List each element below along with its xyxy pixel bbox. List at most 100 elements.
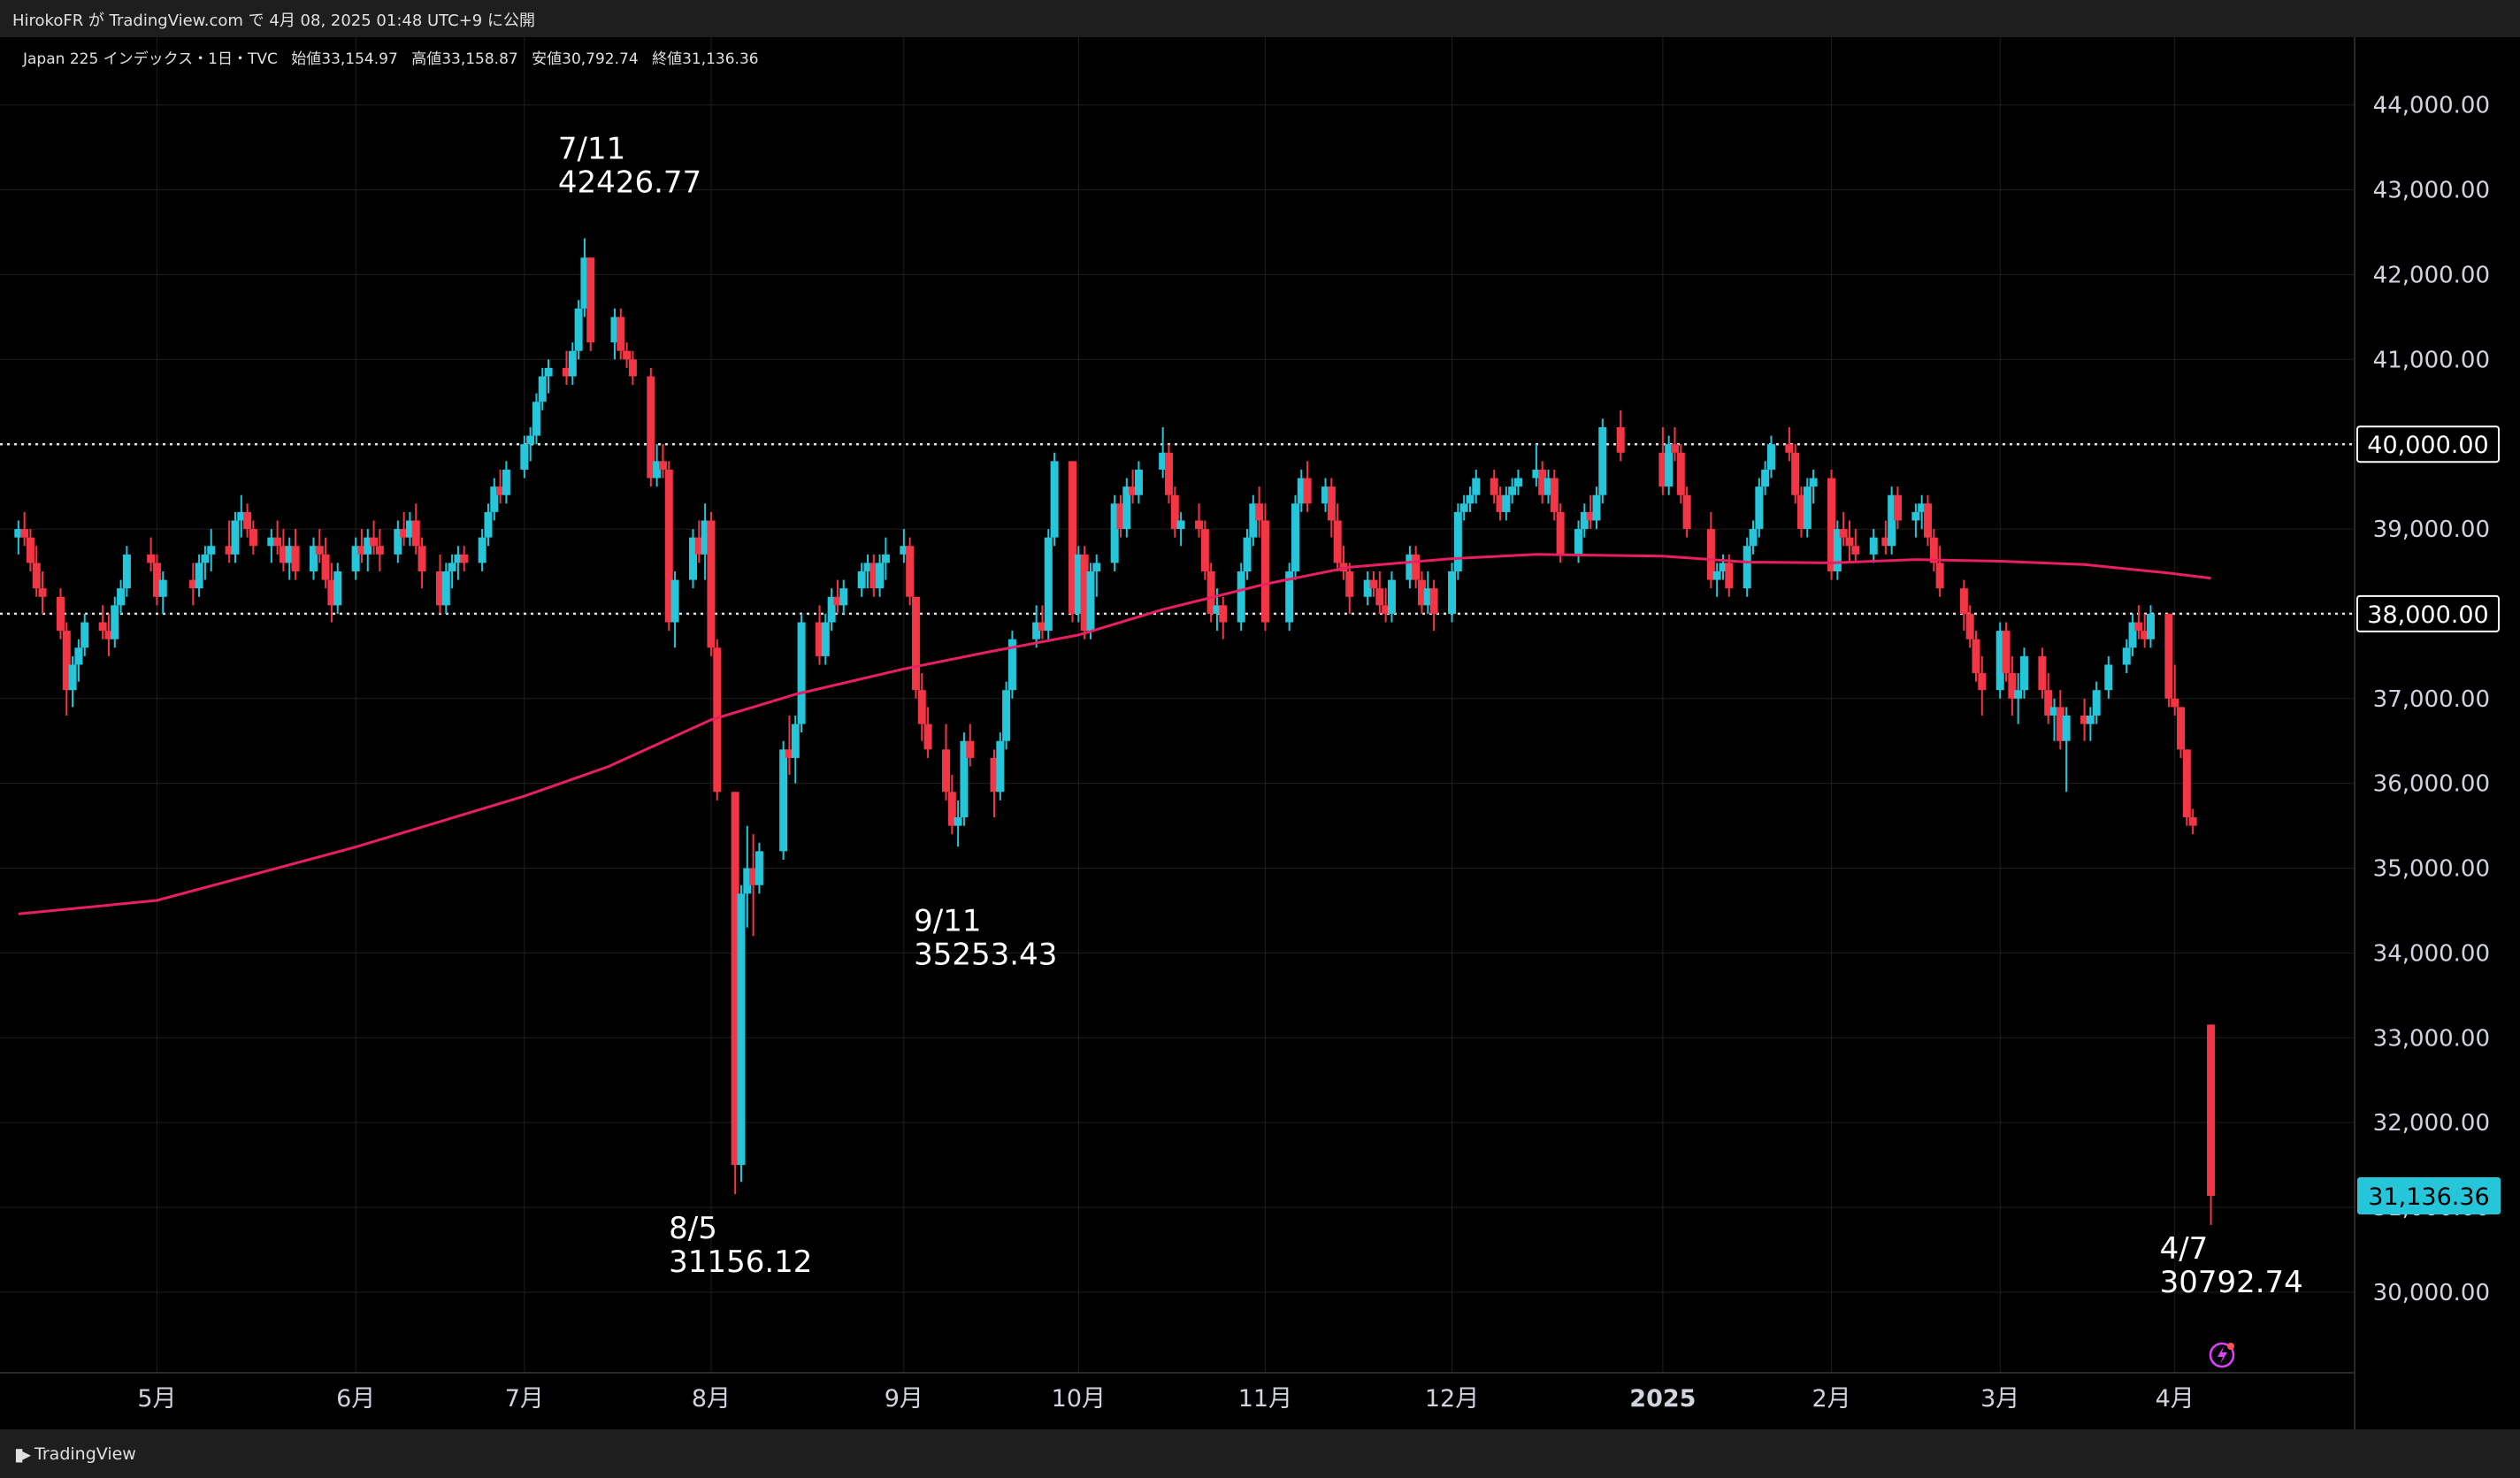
candle-body [1466, 494, 1474, 504]
candle-body [1671, 444, 1679, 453]
candle [2177, 707, 2186, 758]
candle-body [243, 511, 252, 530]
candle [2008, 655, 2017, 716]
candle [1719, 554, 1727, 580]
candle-body [610, 317, 619, 343]
candle-body [966, 740, 975, 758]
candle [1466, 486, 1474, 512]
candle [1116, 494, 1125, 538]
candle [1797, 486, 1806, 538]
candle [1472, 469, 1481, 504]
candle-body [827, 596, 836, 623]
candle-body [658, 461, 667, 470]
candle-body [267, 537, 276, 547]
candle [158, 571, 167, 614]
time-tick-label: 6月 [336, 1385, 375, 1413]
bottom-bar: ▮▸ TradingView [0, 1429, 2520, 1478]
candle [1580, 503, 1589, 538]
candle [520, 435, 529, 479]
candle [1935, 546, 1944, 597]
candle-body [1978, 673, 1987, 691]
candle-body [617, 317, 625, 351]
time-axis[interactable]: 5月 6月 7月 8月 9月 10月 11月 12月 2025 2月 3月 4月 [137, 1385, 2194, 1413]
price-labels: 40,000.00 38,000.00 31,136.36 [2356, 425, 2501, 1214]
candle-body [2188, 817, 2197, 826]
candle [2188, 808, 2197, 835]
price-axis[interactable]: 30,000.0031,000.0032,000.0033,000.0034,0… [2373, 93, 2490, 1306]
candle-body [357, 546, 366, 555]
candle-body [2038, 655, 2047, 691]
candle [1761, 461, 1770, 495]
candle [1387, 571, 1396, 623]
time-tick-label: 4月 [2156, 1385, 2194, 1413]
grid [0, 37, 2355, 1373]
candle [38, 571, 47, 614]
candle-body [1869, 537, 1878, 555]
candle [1321, 478, 1330, 512]
candle [917, 673, 926, 741]
candle [1827, 469, 1836, 580]
candle-body [201, 554, 210, 563]
candle-body [1706, 529, 1715, 580]
candle [1170, 486, 1179, 538]
candle [1543, 469, 1552, 504]
candle-body [1429, 588, 1438, 614]
candle-body [857, 571, 866, 589]
tradingview-logo[interactable]: ▮▸ TradingView [14, 1444, 136, 1465]
candle-body [670, 579, 679, 623]
candle-body [1845, 537, 1854, 547]
candle [713, 639, 722, 800]
candle-body [1532, 469, 1541, 479]
candle [1200, 520, 1209, 580]
candle-body [1069, 461, 1077, 614]
candle-body [689, 537, 698, 580]
candle [1086, 563, 1095, 639]
candle-body [1682, 494, 1691, 530]
candle-body [441, 571, 450, 606]
candle-body [448, 563, 456, 571]
candle [394, 520, 402, 563]
candle-body [2177, 707, 2186, 750]
candle-body [188, 579, 197, 589]
candle-body [1195, 520, 1204, 530]
candle-body [1213, 605, 1222, 614]
candle-body [80, 622, 89, 648]
candle [586, 257, 595, 351]
candle [1249, 494, 1258, 547]
candle-body [1959, 588, 1968, 614]
candle-body [2056, 707, 2064, 741]
candle [1839, 511, 1848, 547]
candle-body [249, 529, 257, 547]
candle-body [942, 749, 951, 793]
candle-body [960, 740, 969, 818]
candle-body [14, 529, 23, 538]
candle-body [1387, 579, 1396, 614]
candle-body [1543, 478, 1552, 495]
candle-body [1375, 588, 1384, 606]
candle-body [1580, 511, 1589, 530]
candle [754, 842, 763, 894]
candle [2134, 605, 2143, 639]
candle-body [1965, 613, 1974, 639]
alert-icon[interactable] [2209, 1342, 2235, 1368]
candle-body [1129, 486, 1137, 495]
candle [1291, 494, 1299, 580]
candle-body [1297, 478, 1306, 504]
candle-body [285, 546, 294, 563]
chart[interactable]: 7/1142426.778/531156.129/1135253.434/730… [0, 37, 2520, 1429]
candle-body [1176, 520, 1185, 530]
candle-body [1833, 529, 1842, 571]
time-tick-label: 2月 [1811, 1385, 1850, 1413]
candles [14, 238, 2216, 1225]
annotation-value: 42426.77 [558, 165, 701, 201]
candle [2182, 749, 2191, 826]
candle-body [1369, 579, 1378, 589]
candle [243, 503, 252, 538]
candle [2128, 613, 2137, 656]
candle-body [400, 529, 409, 538]
candle-body [1080, 554, 1089, 632]
candle [98, 605, 107, 639]
candle-body [1382, 605, 1390, 614]
